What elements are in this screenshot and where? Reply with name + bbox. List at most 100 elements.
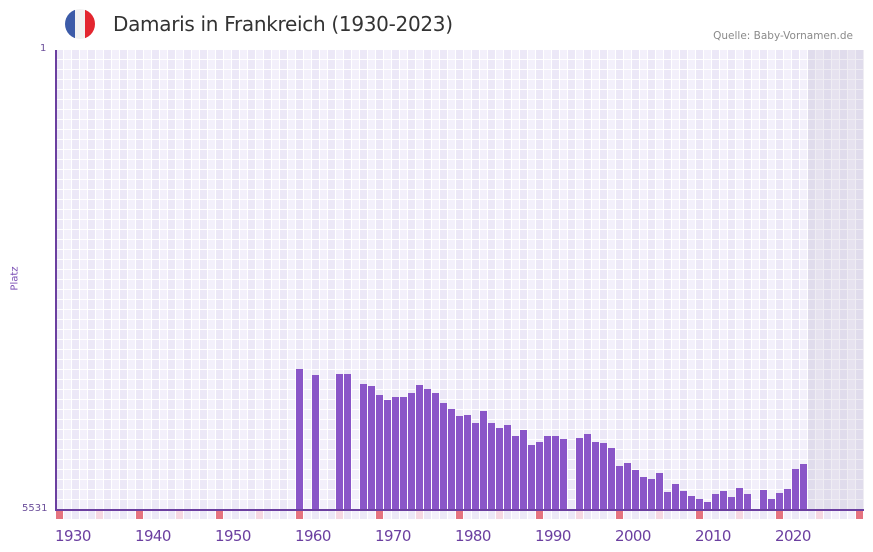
bar-1979[interactable] <box>448 408 455 510</box>
bar-1991[interactable] <box>544 435 551 510</box>
bar-1993[interactable] <box>560 438 567 510</box>
year-marker-1952 <box>232 511 239 519</box>
bar-2009[interactable] <box>688 495 695 510</box>
bar-2001[interactable] <box>624 463 631 510</box>
bar-1982[interactable] <box>472 422 479 510</box>
bar-1987[interactable] <box>512 435 519 510</box>
year-marker-2018 <box>760 511 767 519</box>
year-marker-1943 <box>160 511 167 519</box>
year-marker-1944 <box>168 511 175 519</box>
x-tick-label: 2000 <box>615 527 651 545</box>
bar-2022[interactable] <box>792 468 799 510</box>
year-marker-1995 <box>576 511 583 519</box>
year-marker-1945 <box>176 511 183 519</box>
x-tick-label: 2010 <box>695 527 731 545</box>
x-tick-label: 1970 <box>375 527 411 545</box>
bar-2019[interactable] <box>768 498 775 510</box>
year-marker-1979 <box>448 511 455 519</box>
bar-1996[interactable] <box>584 433 591 510</box>
year-marker-1933 <box>80 511 87 519</box>
y-axis-label: Platz <box>9 266 21 291</box>
bar-1971[interactable] <box>384 399 391 510</box>
bar-2014[interactable] <box>728 496 735 510</box>
year-marker-2012 <box>712 511 719 519</box>
bar-1997[interactable] <box>592 441 599 510</box>
bar-1992[interactable] <box>552 435 559 510</box>
bar-2004[interactable] <box>648 478 655 510</box>
chart-title: Damaris in Frankreich (1930-2023) <box>113 12 453 36</box>
bar-2023[interactable] <box>800 464 807 510</box>
year-marker-1934 <box>88 511 95 519</box>
year-marker-1937 <box>112 511 119 519</box>
bar-1975[interactable] <box>416 384 423 510</box>
bar-1972[interactable] <box>392 396 399 510</box>
bar-2000[interactable] <box>616 465 623 510</box>
year-marker-2002 <box>632 511 639 519</box>
year-marker-1978 <box>440 511 447 519</box>
bar-1989[interactable] <box>528 444 535 510</box>
source-link[interactable]: Quelle: Baby-Vornamen.de <box>713 30 853 42</box>
bar-2021[interactable] <box>784 488 791 510</box>
year-marker-1959 <box>288 511 295 519</box>
year-marker-2007 <box>672 511 679 519</box>
bar-1998[interactable] <box>600 442 607 510</box>
bar-1978[interactable] <box>440 402 447 510</box>
bar-1985[interactable] <box>496 427 503 510</box>
year-marker-2022 <box>792 511 799 519</box>
bar-2013[interactable] <box>720 490 727 510</box>
bar-1974[interactable] <box>408 392 415 510</box>
year-marker-1990 <box>536 511 543 519</box>
year-marker-2008 <box>680 511 687 519</box>
year-marker-2019 <box>768 511 775 519</box>
bar-2002[interactable] <box>632 469 639 510</box>
year-marker-1951 <box>224 511 231 519</box>
bar-2016[interactable] <box>744 493 751 510</box>
bar-1983[interactable] <box>480 410 487 510</box>
bar-1962[interactable] <box>312 374 319 510</box>
bar-2006[interactable] <box>664 491 671 510</box>
bar-1976[interactable] <box>424 388 431 510</box>
x-tick-label: 1940 <box>135 527 171 545</box>
year-marker-2015 <box>736 511 743 519</box>
bar-2010[interactable] <box>696 498 703 510</box>
year-marker-1963 <box>320 511 327 519</box>
bar-1986[interactable] <box>504 424 511 510</box>
bar-1970[interactable] <box>376 394 383 510</box>
year-marker-1981 <box>464 511 471 519</box>
bar-1966[interactable] <box>344 373 351 510</box>
bar-1973[interactable] <box>400 396 407 510</box>
bar-2011[interactable] <box>704 501 711 510</box>
bar-1995[interactable] <box>576 437 583 510</box>
bar-1988[interactable] <box>520 429 527 510</box>
bar-1981[interactable] <box>464 414 471 510</box>
bar-2012[interactable] <box>712 493 719 510</box>
year-marker-1940 <box>136 511 143 519</box>
bar-1960[interactable] <box>296 369 303 510</box>
bar-1980[interactable] <box>456 415 463 510</box>
bar-2015[interactable] <box>736 487 743 510</box>
bar-1968[interactable] <box>360 383 367 510</box>
bar-2003[interactable] <box>640 476 647 510</box>
bar-2020[interactable] <box>776 492 783 510</box>
bar-2007[interactable] <box>672 483 679 510</box>
year-marker-1973 <box>400 511 407 519</box>
year-marker-1969 <box>368 511 375 519</box>
bar-1984[interactable] <box>488 422 495 510</box>
year-marker-2027 <box>832 511 839 519</box>
year-marker-1953 <box>240 511 247 519</box>
bar-1969[interactable] <box>368 385 375 510</box>
year-marker-1968 <box>360 511 367 519</box>
bar-2008[interactable] <box>680 490 687 510</box>
bar-1977[interactable] <box>432 392 439 510</box>
bar-1965[interactable] <box>336 373 343 510</box>
year-marker-1939 <box>128 511 135 519</box>
year-marker-1987 <box>512 511 519 519</box>
year-marker-1976 <box>424 511 431 519</box>
bar-1990[interactable] <box>536 441 543 510</box>
year-marker-2004 <box>648 511 655 519</box>
bar-1999[interactable] <box>608 447 615 510</box>
year-marker-1975 <box>416 511 423 519</box>
bar-2018[interactable] <box>760 489 767 510</box>
year-marker-1936 <box>104 511 111 519</box>
bar-2005[interactable] <box>656 472 663 510</box>
